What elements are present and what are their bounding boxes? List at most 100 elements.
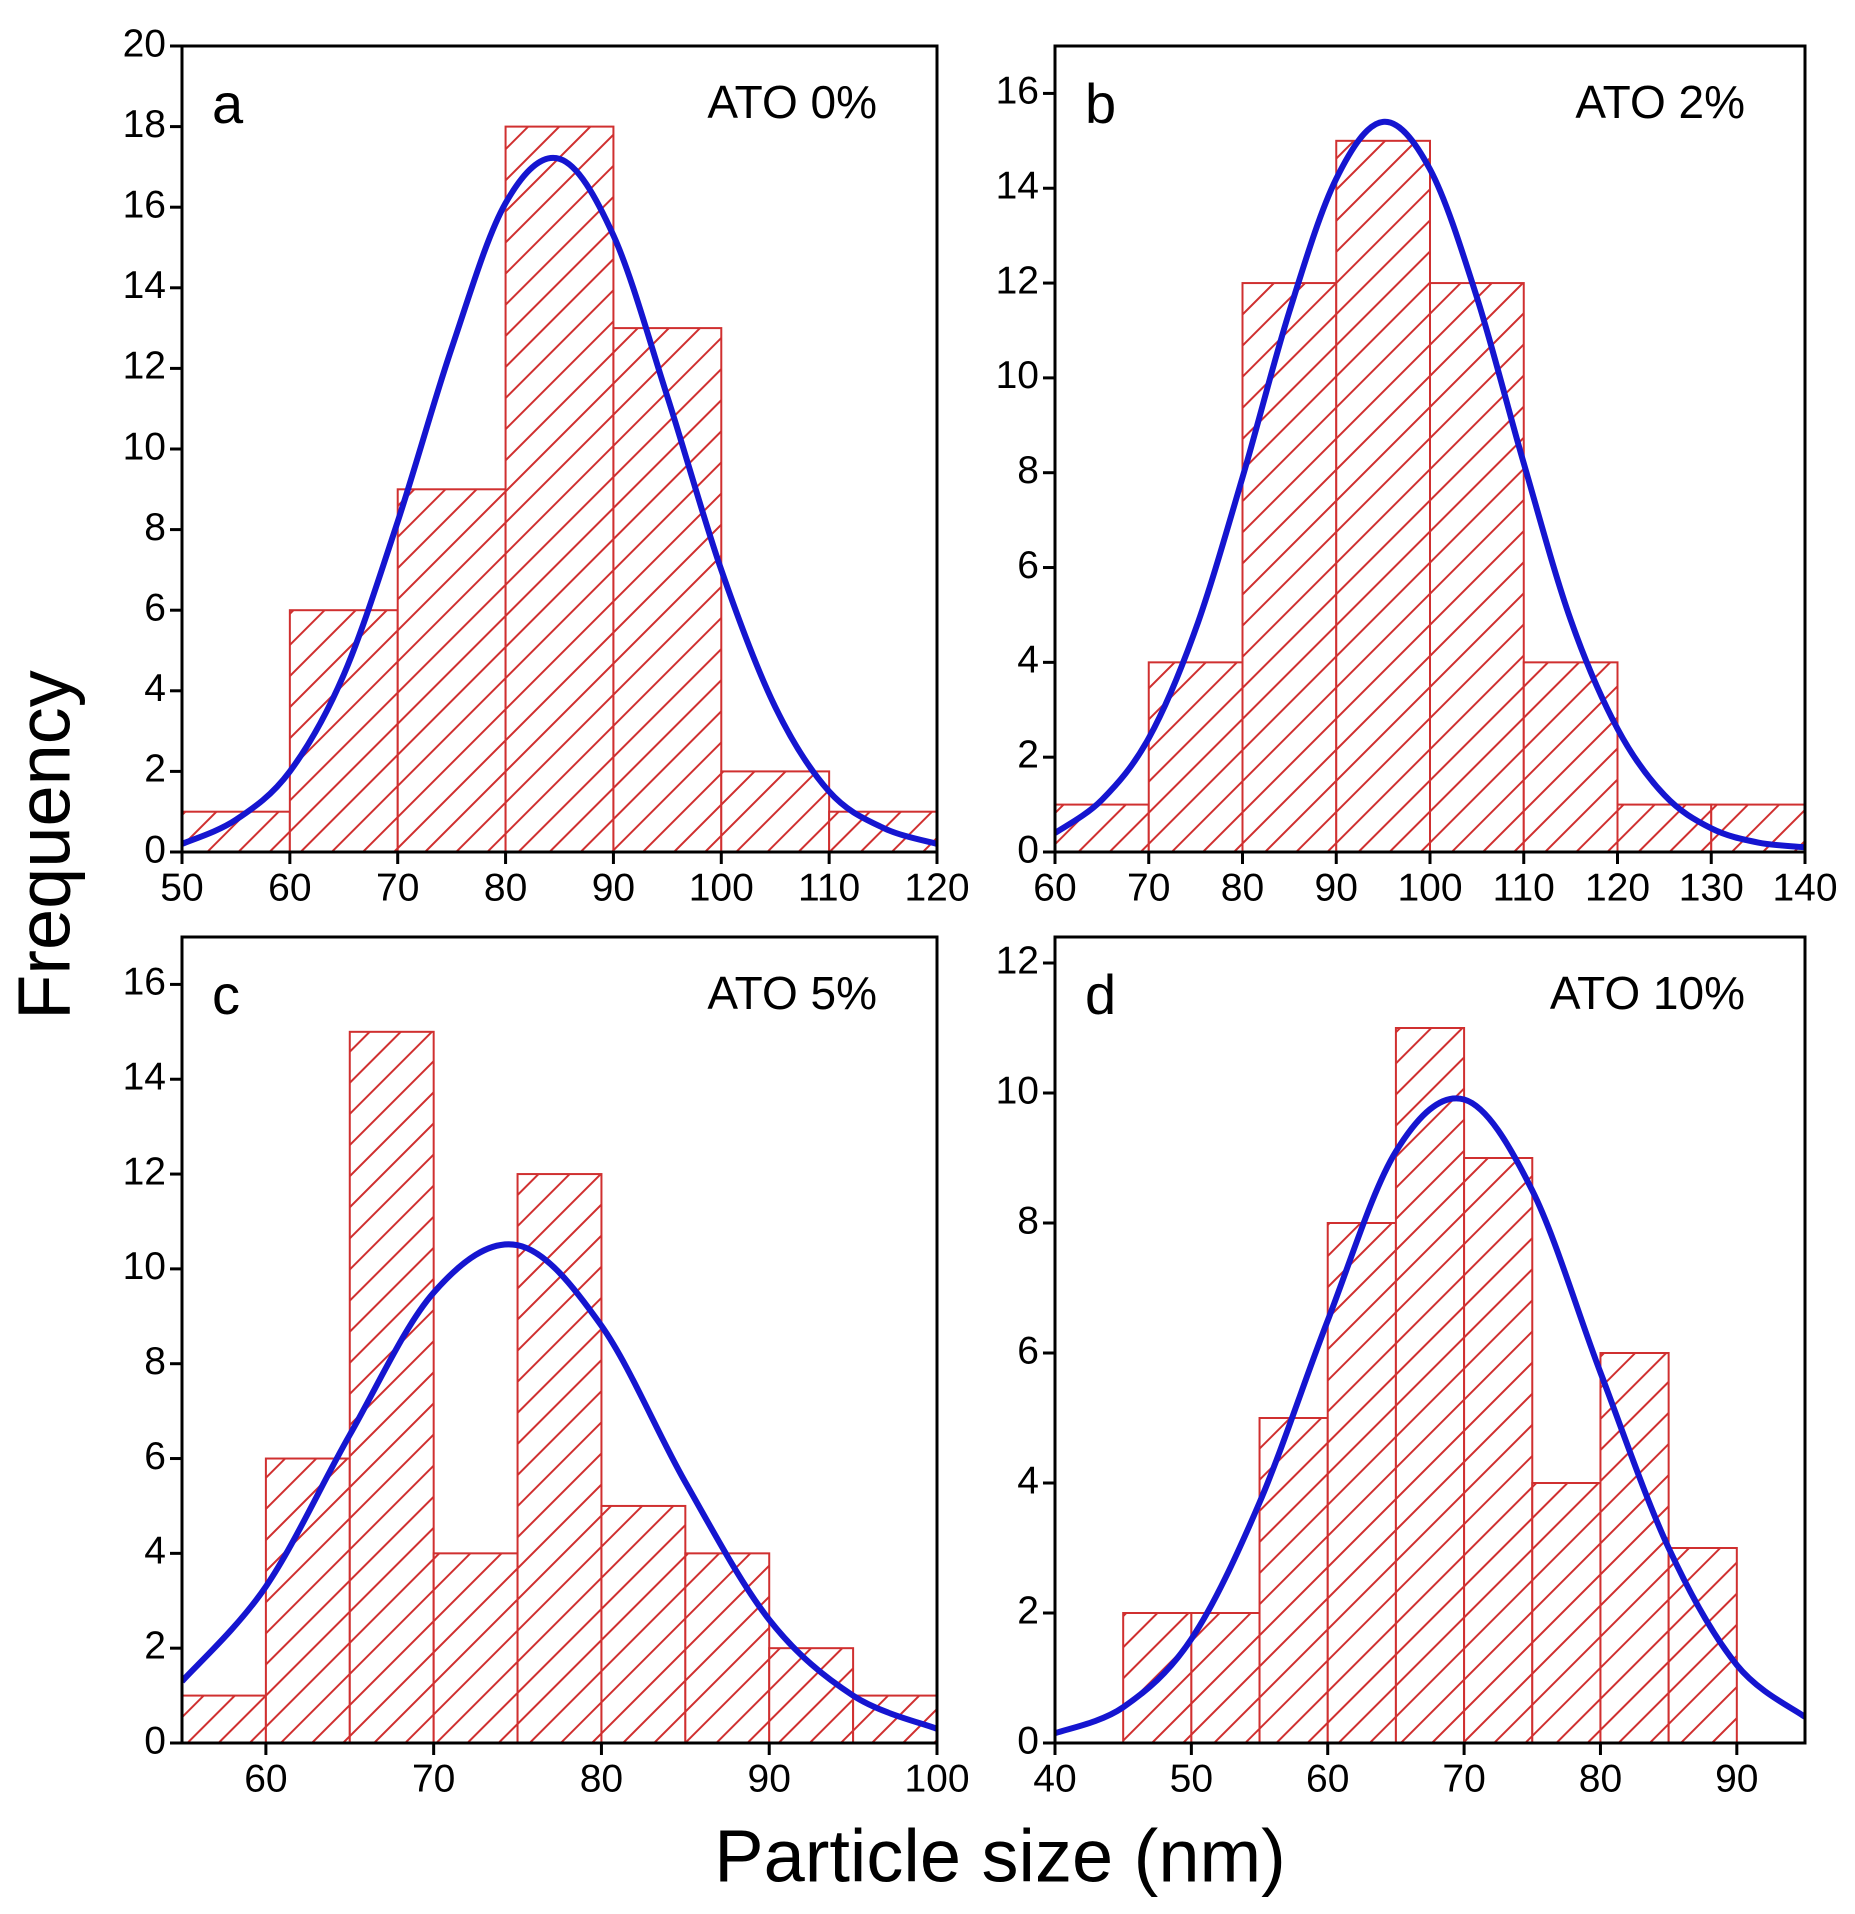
y-tick-label: 6 — [1017, 544, 1039, 587]
x-tick-label: 80 — [484, 866, 527, 909]
x-tick-label: 70 — [412, 1757, 455, 1800]
y-tick-label: 4 — [144, 1530, 166, 1573]
x-tick-label: 120 — [1585, 866, 1650, 909]
fit-curve — [182, 1241, 937, 1732]
histogram-bar — [1054, 803, 1150, 854]
fit-curve — [1055, 1095, 1805, 1737]
y-tick-label: 6 — [144, 586, 166, 629]
x-tick-label: 60 — [1033, 866, 1076, 909]
y-tick-label: 0 — [1017, 1719, 1039, 1762]
x-tick-label: 130 — [1679, 866, 1744, 909]
panel-letter: c — [212, 963, 240, 1026]
histogram-bar — [396, 488, 507, 853]
x-tick-label: 70 — [376, 866, 419, 909]
y-tick-label: 12 — [996, 259, 1039, 302]
plot-frame — [180, 935, 939, 1745]
histogram-bar — [720, 770, 831, 854]
x-tick-label: 90 — [748, 1757, 791, 1800]
y-tick-label: 2 — [1017, 733, 1039, 776]
panel-annotation: ATO 0% — [707, 76, 877, 128]
histogram-bar — [1599, 1352, 1670, 1744]
y-tick-label: 4 — [144, 667, 166, 710]
histogram-bar — [516, 1173, 603, 1744]
x-tick-label: 90 — [1315, 866, 1358, 909]
panel-letter: d — [1085, 963, 1116, 1026]
panel-annotation: ATO 10% — [1550, 967, 1745, 1019]
y-tick-label: 10 — [996, 1069, 1039, 1112]
x-tick-label: 60 — [244, 1757, 287, 1800]
x-tick-label: 70 — [1442, 1757, 1485, 1800]
y-tick-label: 16 — [123, 961, 166, 1004]
histogram-bar — [1241, 282, 1338, 853]
x-tick-label: 60 — [1306, 1757, 1349, 1800]
y-tick-label: 4 — [1017, 1459, 1039, 1502]
x-tick-label: 90 — [1715, 1757, 1758, 1800]
fit-curve — [1055, 118, 1805, 851]
panel: 0 2 4 6 8 10 12 40 50 60 70 80 90 d ATO 10% — [996, 935, 1807, 1800]
x-tick-label: 80 — [1221, 866, 1264, 909]
plot-frame — [1053, 935, 1807, 1745]
y-tick-label: 14 — [996, 165, 1039, 208]
y-tick-label: 8 — [1017, 449, 1039, 492]
x-tick-label: 100 — [1397, 866, 1462, 909]
x-tick-label: 80 — [1579, 1757, 1622, 1800]
y-tick-label: 12 — [996, 939, 1039, 982]
y-tick-label: 8 — [1017, 1199, 1039, 1242]
histogram-bar — [1429, 282, 1525, 853]
x-tick-label: 110 — [1493, 866, 1555, 909]
y-tick-label: 12 — [123, 345, 166, 388]
histogram-bar — [1147, 661, 1244, 854]
panel: 0 2 4 6 8 10 12 14 16 60 70 80 90 100 110 120 130 140 b ATO… — [996, 44, 1838, 909]
x-tick-label: 100 — [904, 1757, 969, 1800]
x-tick-label: 50 — [160, 866, 203, 909]
y-tick-label: 2 — [144, 748, 166, 791]
y-tick-label: 4 — [1017, 639, 1039, 682]
x-tick-label: 100 — [689, 866, 754, 909]
x-tick-label: 90 — [592, 866, 635, 909]
y-tick-label: 10 — [123, 425, 166, 468]
histogram-bar — [432, 1552, 519, 1744]
x-tick-label: 110 — [798, 866, 860, 909]
x-tick-label: 140 — [1772, 866, 1837, 909]
histogram-bar — [1531, 1482, 1602, 1744]
y-tick-label: 10 — [123, 1245, 166, 1288]
x-axis-title: Particle size (nm) — [714, 1815, 1286, 1898]
panel: 0 2 4 6 8 10 12 14 16 60 70 80 90 100 c ATO 5% — [123, 935, 970, 1800]
y-tick-label: 0 — [144, 828, 166, 871]
y-axis-title: Frequency — [3, 670, 86, 1020]
y-tick-label: 6 — [1017, 1329, 1039, 1372]
histogram-bar — [504, 125, 615, 854]
panel-letter: a — [212, 72, 244, 135]
histogram-bar — [1258, 1417, 1329, 1744]
x-tick-label: 40 — [1033, 1757, 1076, 1800]
histogram-bar — [828, 810, 939, 854]
x-tick-label: 80 — [580, 1757, 623, 1800]
panel-letter: b — [1085, 72, 1116, 135]
y-tick-label: 2 — [144, 1624, 166, 1667]
y-tick-label: 16 — [123, 183, 166, 226]
histogram-bar — [612, 327, 723, 854]
y-tick-label: 0 — [1017, 828, 1039, 871]
y-tick-label: 8 — [144, 506, 166, 549]
panel: 0 2 4 6 8 10 12 14 16 18 20 50 60 70 80 90 100 110 120 a ATO… — [123, 22, 970, 909]
histogram-bar — [1463, 1157, 1534, 1744]
x-tick-label: 70 — [1127, 866, 1170, 909]
fit-curve — [182, 154, 937, 847]
histogram-bar — [264, 1457, 351, 1744]
y-tick-label: 14 — [123, 1056, 166, 1099]
histogram-bar — [600, 1504, 687, 1744]
y-tick-label: 2 — [1017, 1589, 1039, 1632]
histogram-bar — [181, 1694, 267, 1745]
histogram-bar — [288, 609, 399, 854]
y-tick-label: 10 — [996, 354, 1039, 397]
y-tick-label: 14 — [123, 264, 166, 307]
y-tick-label: 12 — [123, 1150, 166, 1193]
histogram-bar — [348, 1030, 435, 1744]
y-tick-label: 20 — [123, 22, 166, 65]
histogram-bar — [1667, 1547, 1738, 1744]
histogram-bar — [684, 1552, 771, 1744]
histogram-bar — [1335, 139, 1431, 853]
histogram-bar — [1190, 1612, 1261, 1744]
y-tick-label: 16 — [996, 70, 1039, 113]
